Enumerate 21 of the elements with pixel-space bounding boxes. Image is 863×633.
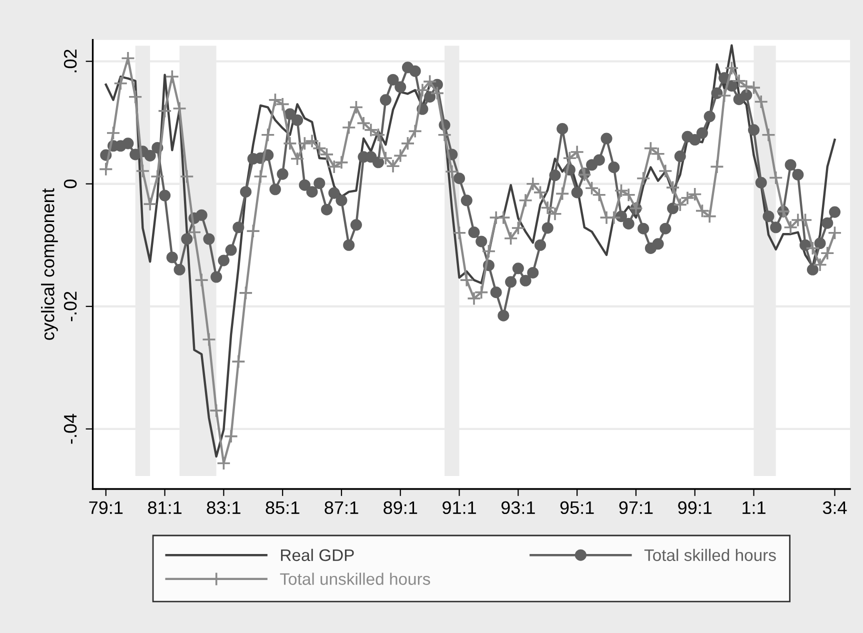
x-tick-label: 81:1: [148, 501, 182, 514]
text: Real GDP: [281, 548, 354, 562]
x-tick-label: 85:1: [266, 501, 300, 514]
x-tick-label: 95:1: [560, 501, 594, 514]
y-tick-label: -.04: [64, 414, 77, 444]
x-tick-label: 83:1: [206, 501, 240, 514]
x-tick-label: 79:1: [89, 501, 123, 514]
text: Total skilled hours: [644, 548, 776, 562]
x-tick-label: 1:1: [742, 501, 766, 514]
y-tick-label: .02: [64, 50, 77, 72]
y-tick-label: 0: [64, 180, 77, 188]
y-axis-title: cyclical component: [41, 188, 58, 340]
x-tick-label: 87:1: [324, 501, 358, 514]
text: Total unskilled hours: [280, 572, 430, 585]
x-tick-label: 3:4: [822, 501, 847, 514]
x-tick-label: 89:1: [384, 501, 418, 514]
x-tick-label: 99:1: [678, 501, 712, 514]
y-tick-label: -.02: [64, 292, 77, 322]
x-tick-label: 97:1: [619, 501, 653, 514]
x-tick-label: 93:1: [501, 501, 535, 514]
x-tick-label: 91:1: [442, 501, 476, 514]
